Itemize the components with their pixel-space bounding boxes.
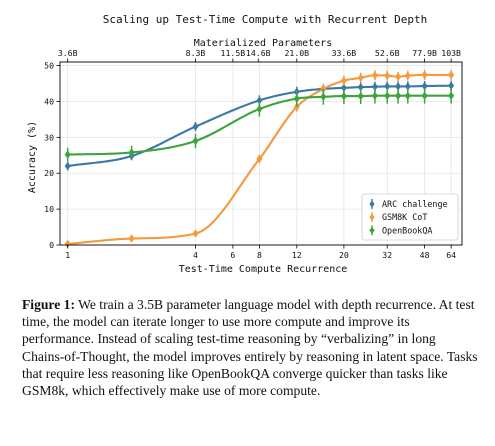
top-tick-label: 8.3B [186, 48, 206, 58]
y-tick-label: 50 [44, 61, 54, 71]
diamond-marker [395, 91, 402, 100]
data-point [357, 88, 364, 104]
diamond-marker [192, 122, 199, 131]
x-axis-label: Test-Time Compute Recurrence [179, 264, 348, 275]
diamond-marker [384, 91, 391, 100]
top-tick-label: 33.6B [332, 48, 357, 58]
diamond-marker [421, 91, 428, 100]
diamond-marker [256, 104, 263, 114]
figure-caption: Figure 1: We train a 3.5B parameter lang… [22, 296, 480, 399]
diamond-marker [320, 92, 327, 102]
diamond-marker [421, 70, 428, 80]
data-point [404, 70, 411, 81]
x-tick-label: 48 [420, 250, 430, 260]
data-point [256, 154, 263, 164]
x-tick-label: 64 [446, 250, 456, 260]
diamond-marker [371, 91, 378, 100]
data-points [64, 69, 455, 249]
diamond-marker [357, 73, 364, 83]
y-tick-label: 0 [49, 240, 54, 250]
top-tick-label: 3.6B [58, 48, 78, 58]
diamond-marker [192, 229, 199, 238]
diamond-marker [448, 70, 455, 80]
x-tick-label: 8 [257, 250, 262, 260]
diamond-marker [340, 91, 347, 101]
data-point [371, 70, 378, 81]
diamond-marker [395, 72, 402, 81]
data-point [64, 147, 71, 162]
x-tick-label: 12 [292, 250, 302, 260]
legend: ARC challenge GSM8K CoT OpenBookQA [361, 193, 459, 241]
diamond-marker [128, 148, 135, 157]
legend-label: OpenBookQA [382, 225, 432, 235]
legend-swatch-marker [369, 226, 375, 234]
data-point [128, 145, 135, 160]
diamond-marker [64, 150, 71, 159]
axis-ticks: 1 4 6 8 12 20 32 48 64 0 10 20 30 40 50 3.6B 8.3B 11.5B 14… [44, 48, 461, 260]
data-point [293, 90, 300, 107]
top-axis-label: Materialized Parameters [194, 38, 332, 49]
data-point [421, 87, 428, 104]
diamond-marker [404, 71, 411, 80]
y-tick-label: 20 [44, 168, 54, 178]
y-tick-label: 30 [44, 132, 54, 142]
x-tick-label: 20 [339, 250, 349, 260]
diamond-marker [192, 136, 199, 146]
data-point [448, 87, 455, 104]
top-tick-label: 52.6B [375, 48, 400, 58]
diamond-marker [293, 102, 300, 112]
y-tick-label: 10 [44, 204, 54, 214]
chart-title: Scaling up Test-Time Compute with Recurr… [103, 13, 428, 26]
x-tick-label: 32 [382, 250, 392, 260]
diamond-marker [340, 76, 347, 85]
top-tick-label: 14.6B [246, 48, 271, 58]
caption-label: Figure 1: [22, 297, 75, 312]
data-point [395, 71, 402, 82]
diamond-marker [384, 71, 391, 80]
y-axis-label: Accuracy (%) [27, 121, 38, 193]
data-point [421, 69, 428, 80]
data-point [340, 88, 347, 104]
data-point [404, 87, 411, 104]
top-tick-label: 21.0B [284, 48, 309, 58]
diamond-marker [371, 71, 378, 80]
data-point [340, 75, 347, 86]
legend-swatch-marker [369, 213, 375, 221]
data-point [128, 234, 135, 243]
data-point [192, 133, 199, 149]
diamond-marker [404, 91, 411, 100]
legend-label: ARC challenge [382, 199, 448, 209]
plot-frame [59, 61, 463, 246]
data-point [448, 69, 455, 80]
caption-text: We train a 3.5B parameter language model… [22, 297, 478, 399]
data-point [395, 87, 402, 104]
data-point [384, 87, 391, 104]
diamond-marker [357, 91, 364, 101]
diamond-marker [448, 91, 455, 100]
top-tick-label: 77.9B [412, 48, 437, 58]
data-point [256, 101, 263, 117]
top-tick-label: 103B [441, 48, 461, 58]
y-tick-label: 40 [44, 96, 54, 106]
x-tick-label: 6 [230, 250, 235, 260]
data-point [192, 121, 199, 132]
x-tick-label: 1 [65, 250, 70, 260]
data-point [192, 229, 199, 238]
diamond-marker [256, 154, 263, 164]
diamond-marker [128, 234, 135, 243]
data-point [320, 88, 327, 105]
diamond-marker [293, 94, 300, 103]
legend-label: GSM8K CoT [382, 212, 427, 222]
data-point [371, 87, 378, 104]
top-tick-label: 11.5B [221, 48, 246, 58]
data-point [384, 70, 391, 81]
data-point [357, 72, 364, 83]
diamond-marker [64, 161, 71, 171]
x-tick-label: 4 [193, 250, 198, 260]
data-point [64, 161, 71, 171]
chart: Scaling up Test-Time Compute with Recurr… [27, 13, 463, 275]
legend-swatch-marker [369, 200, 375, 208]
legend-box [361, 193, 459, 241]
